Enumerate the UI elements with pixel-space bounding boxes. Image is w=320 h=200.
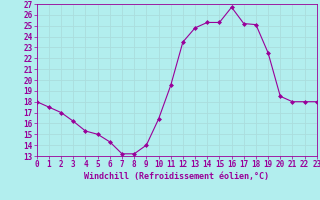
- X-axis label: Windchill (Refroidissement éolien,°C): Windchill (Refroidissement éolien,°C): [84, 172, 269, 181]
